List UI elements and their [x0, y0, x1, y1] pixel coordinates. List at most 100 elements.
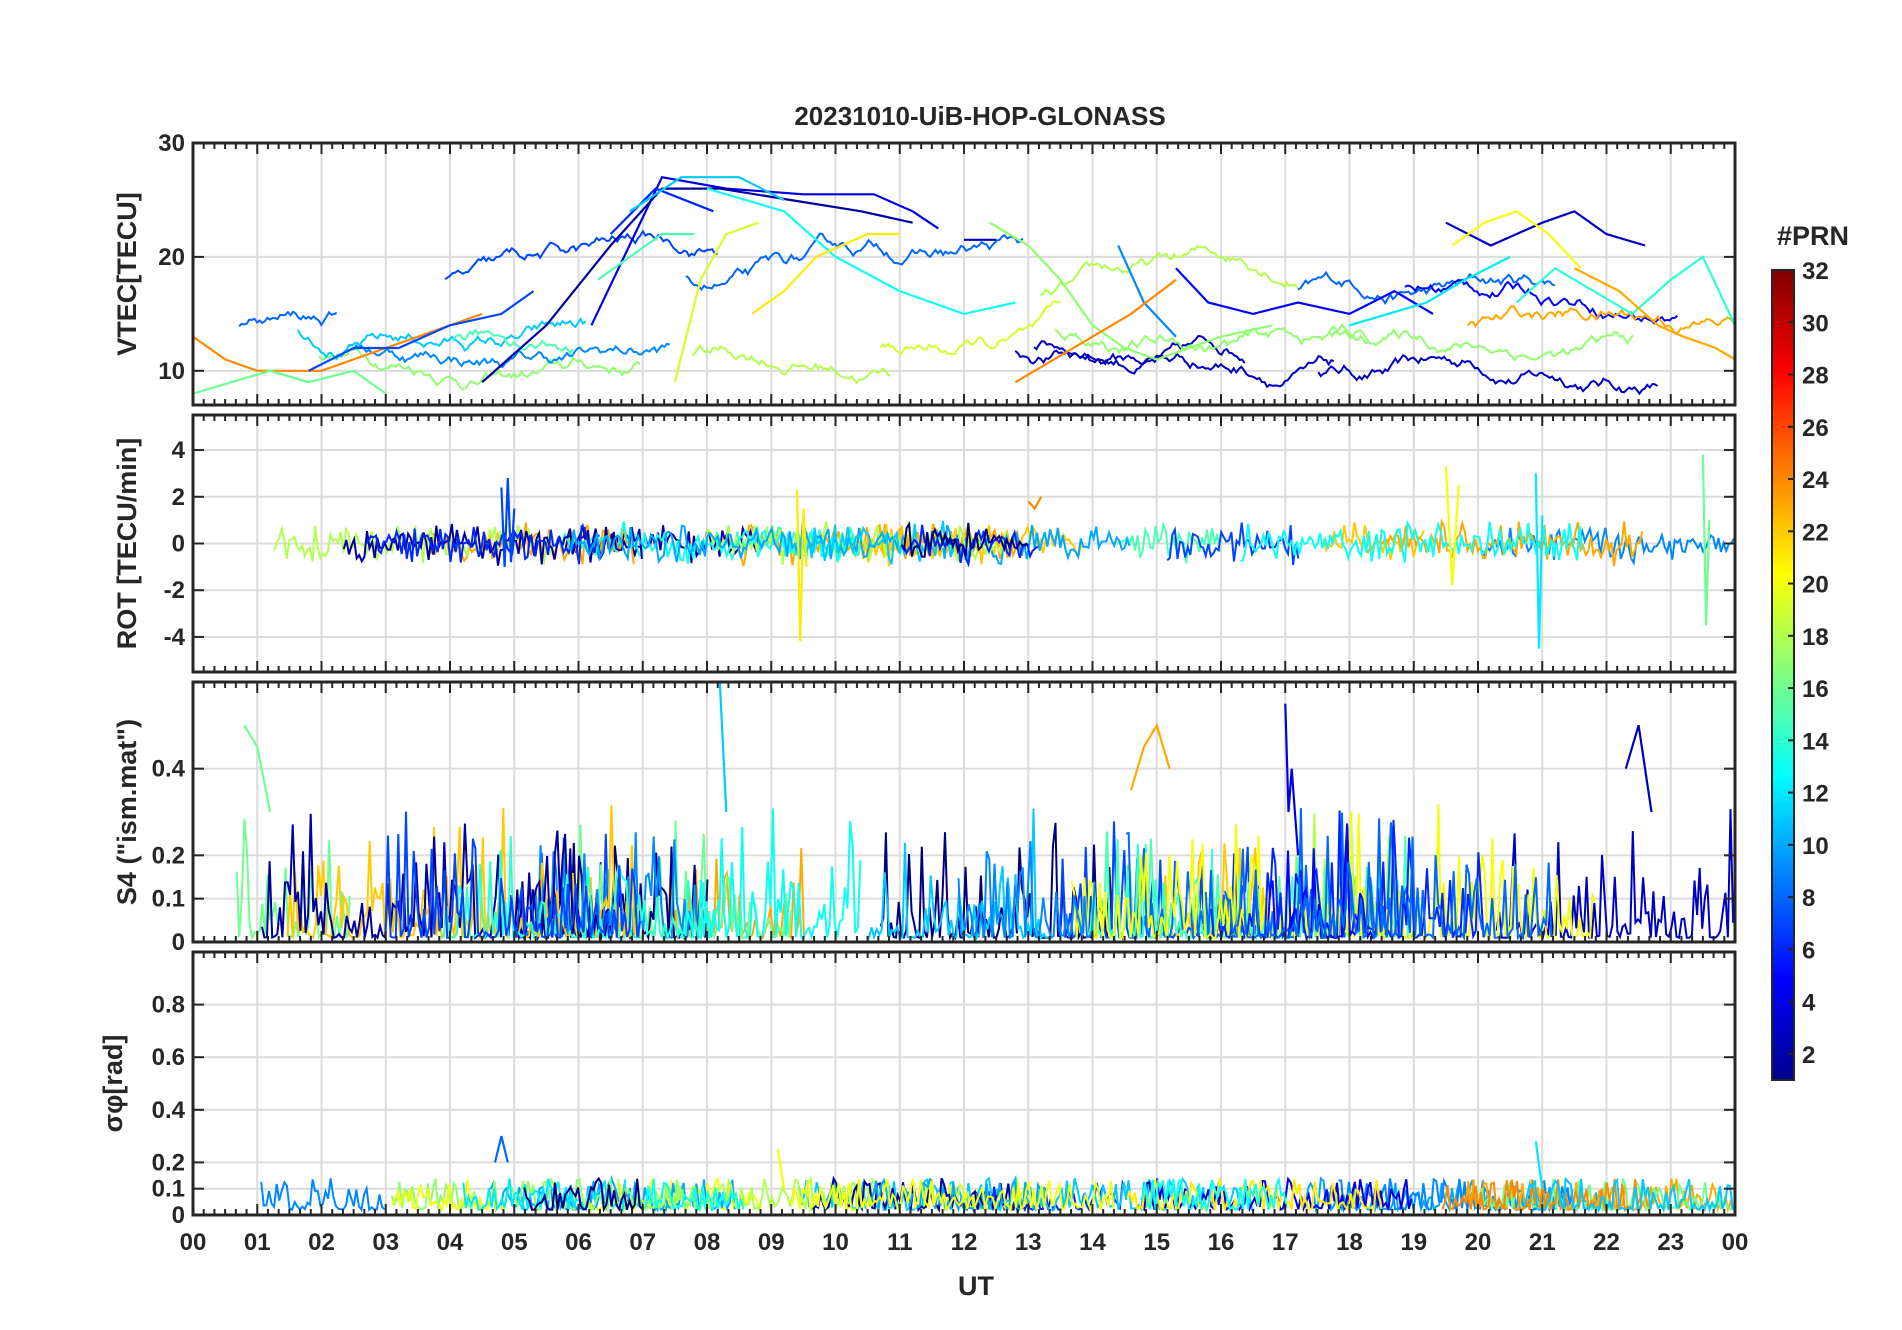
- noise-trace: [1040, 244, 1299, 296]
- colorbar-tick-label: 14: [1802, 728, 1829, 755]
- noise-trace: [957, 840, 1096, 941]
- noise-trace: [1328, 323, 1634, 362]
- x-tick-label: 23: [1657, 1229, 1684, 1256]
- x-tick-label: 09: [758, 1229, 785, 1256]
- colorbar-label: #PRN: [1777, 221, 1849, 251]
- noise-trace: [1166, 522, 1300, 566]
- noise-trace: [1495, 809, 1735, 940]
- colorbar-tick-label: 32: [1802, 258, 1829, 285]
- noise-trace: [260, 1178, 386, 1213]
- noise-trace: [1054, 326, 1369, 355]
- colorbar-tick-label: 28: [1802, 363, 1829, 390]
- noise-trace: [523, 1176, 644, 1213]
- colorbar-tick-label: 26: [1802, 415, 1829, 442]
- noise-trace: [1116, 521, 1221, 564]
- x-tick-label: 05: [501, 1229, 528, 1256]
- y-axis-label: VTEC[TECU]: [112, 192, 142, 356]
- noise-trace: [318, 347, 641, 391]
- y-tick-label: 0: [172, 531, 185, 558]
- noise-trace: [639, 1178, 745, 1212]
- series-prn-7: [308, 290, 535, 372]
- series-prn-12: [1534, 1141, 1544, 1189]
- x-tick-label: 10: [822, 1229, 849, 1256]
- y-tick-label: 0.1: [152, 1176, 185, 1203]
- y-tick-label: 0.4: [152, 756, 186, 783]
- noise-trace: [384, 811, 641, 939]
- colorbar-gradient: [1771, 269, 1795, 1081]
- series-prn-3: [1445, 210, 1646, 247]
- x-tick-label: 03: [372, 1229, 399, 1256]
- x-tick-label: 04: [437, 1229, 464, 1256]
- noise-trace: [866, 808, 1049, 941]
- panel-1: 10 20 30 VTEC[TECU]: [112, 130, 1737, 407]
- x-tick-label: 22: [1593, 1229, 1620, 1256]
- noise-trace: [451, 328, 574, 356]
- series-group: [260, 1135, 1735, 1214]
- series-prn-7: [500, 478, 516, 567]
- colorbar-tick-label: 10: [1802, 833, 1829, 860]
- x-tick-label: 07: [629, 1229, 656, 1256]
- y-tick-label: 30: [158, 130, 185, 157]
- x-tick-label: 02: [308, 1229, 335, 1256]
- colorbar-tick-label: 4: [1802, 990, 1816, 1017]
- y-axis-label: S4 ("ism.mat"): [112, 719, 142, 905]
- y-tick-label: 0: [172, 1202, 185, 1229]
- series-prn-4: [1284, 703, 1300, 856]
- noise-trace: [352, 342, 671, 369]
- noise-trace: [238, 310, 338, 328]
- noise-trace: [900, 521, 1028, 558]
- series-prn-20: [1451, 210, 1582, 270]
- y-tick-label: 0: [172, 929, 185, 956]
- noise-trace: [1014, 349, 1335, 389]
- series-prn-21: [795, 489, 808, 642]
- noise-trace: [391, 1179, 507, 1213]
- noise-trace: [617, 1175, 889, 1214]
- noise-trace: [879, 822, 1126, 942]
- series-prn-23: [1129, 722, 1171, 791]
- x-tick-label: 08: [694, 1229, 721, 1256]
- series-prn-2: [481, 187, 913, 384]
- noise-trace: [1240, 519, 1584, 563]
- series-prn-11: [629, 176, 785, 213]
- series-prn-4: [590, 175, 939, 326]
- x-tick-label: 00: [1722, 1229, 1749, 1256]
- y-tick-label: 0.8: [152, 992, 185, 1019]
- series-prn-16: [1701, 454, 1711, 626]
- series-prn-12: [1534, 473, 1544, 649]
- colorbar-tick-label: 16: [1802, 676, 1829, 703]
- x-tick-label: 01: [244, 1229, 271, 1256]
- series-prn-24: [1027, 496, 1043, 511]
- x-tick-label: 17: [1272, 1229, 1299, 1256]
- noise-trace: [364, 524, 600, 565]
- y-tick-label: 0.2: [152, 842, 185, 869]
- series-prn-8: [493, 1135, 509, 1163]
- noise-trace: [1523, 1176, 1734, 1214]
- y-tick-label: 0.1: [152, 886, 185, 913]
- series-prn-17: [989, 221, 1273, 361]
- y-axis-label: ROT [TECU/min]: [112, 438, 142, 649]
- colorbar-tick-label: 30: [1802, 310, 1829, 337]
- series-prn-3: [1624, 724, 1653, 813]
- noise-trace: [685, 232, 1024, 292]
- noise-trace: [702, 521, 1008, 565]
- colorbar-tick-label: 22: [1802, 519, 1829, 546]
- series-prn-23: [1573, 267, 1735, 361]
- series-prn-20: [1444, 466, 1460, 586]
- x-tick-label: 12: [951, 1229, 978, 1256]
- x-tick-label: 16: [1208, 1229, 1235, 1256]
- y-tick-label: -4: [164, 624, 186, 651]
- x-tick-label: 13: [1015, 1229, 1042, 1256]
- noise-trace: [788, 1178, 1115, 1213]
- x-tick-label: 21: [1529, 1229, 1556, 1256]
- series-prn-19: [673, 221, 759, 383]
- y-tick-label: 0.6: [152, 1044, 185, 1071]
- y-tick-label: 0.2: [152, 1149, 185, 1176]
- noise-trace: [1139, 1176, 1288, 1214]
- colorbar-tick-label: 8: [1802, 885, 1815, 912]
- y-tick-label: -2: [164, 577, 185, 604]
- colorbar-tick-label: 2: [1802, 1042, 1815, 1069]
